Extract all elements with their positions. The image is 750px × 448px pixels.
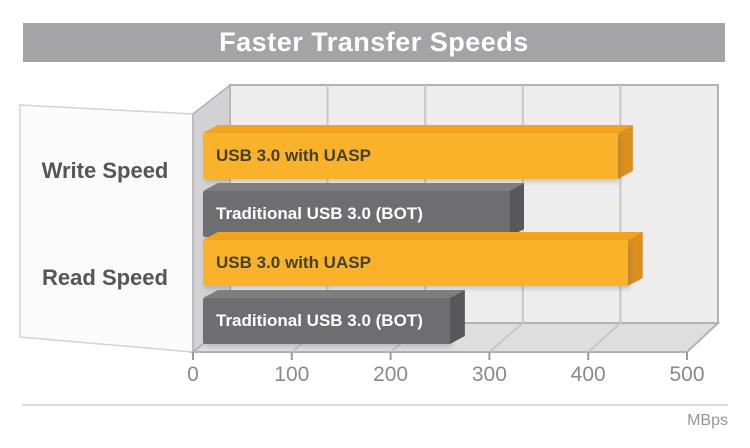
bar-write-speed-traditional-usb-3-0-bot-label: Traditional USB 3.0 (BOT) [216, 204, 423, 223]
x-tick-label-400: 400 [570, 363, 606, 386]
bar-read-speed-usb-3-0-with-uasp-top-face [203, 232, 643, 240]
bar-write-speed-usb-3-0-with-uasp-side-face [617, 125, 633, 179]
category-panel [19, 104, 194, 353]
floor-gridline-400 [587, 322, 622, 353]
bar-write-speed-traditional-usb-3-0-bot-side-face [509, 183, 525, 237]
floor-gridline-300 [488, 322, 524, 353]
bar-write-speed-usb-3-0-with-uasp-label: USB 3.0 with UASP [216, 146, 371, 165]
bar-read-speed-traditional-usb-3-0-bot: Traditional USB 3.0 (BOT) [203, 298, 450, 344]
chart-title: Faster Transfer Speeds [23, 23, 725, 62]
bottom-divider-line [22, 404, 728, 406]
x-tick-label-0: 0 [187, 363, 199, 386]
x-tick-label-100: 100 [274, 363, 310, 386]
bar-read-speed-traditional-usb-3-0-bot-side-face [449, 290, 465, 344]
bar-write-speed-traditional-usb-3-0-bot: Traditional USB 3.0 (BOT) [203, 191, 510, 237]
bar-write-speed-usb-3-0-with-uasp-top-face [203, 125, 633, 133]
x-tick-label-200: 200 [373, 363, 409, 386]
bar-read-speed-usb-3-0-with-uasp-side-face [627, 232, 643, 286]
bar-read-speed-traditional-usb-3-0-bot-top-face [203, 290, 465, 298]
bar-read-speed-usb-3-0-with-uasp: USB 3.0 with UASP [203, 240, 628, 286]
bar-write-speed-traditional-usb-3-0-bot-top-face [203, 183, 524, 191]
x-tick-label-300: 300 [471, 363, 507, 386]
bar-write-speed-usb-3-0-with-uasp: USB 3.0 with UASP [203, 133, 618, 179]
bar-read-speed-traditional-usb-3-0-bot-label: Traditional USB 3.0 (BOT) [216, 311, 423, 330]
category-label-read-speed: Read Speed [42, 265, 168, 290]
x-tick-label-500: 500 [669, 363, 705, 386]
category-label-write-speed: Write Speed [41, 158, 169, 183]
bar-read-speed-usb-3-0-with-uasp-label: USB 3.0 with UASP [216, 253, 371, 272]
x-axis-unit-label: MBps [687, 412, 728, 429]
